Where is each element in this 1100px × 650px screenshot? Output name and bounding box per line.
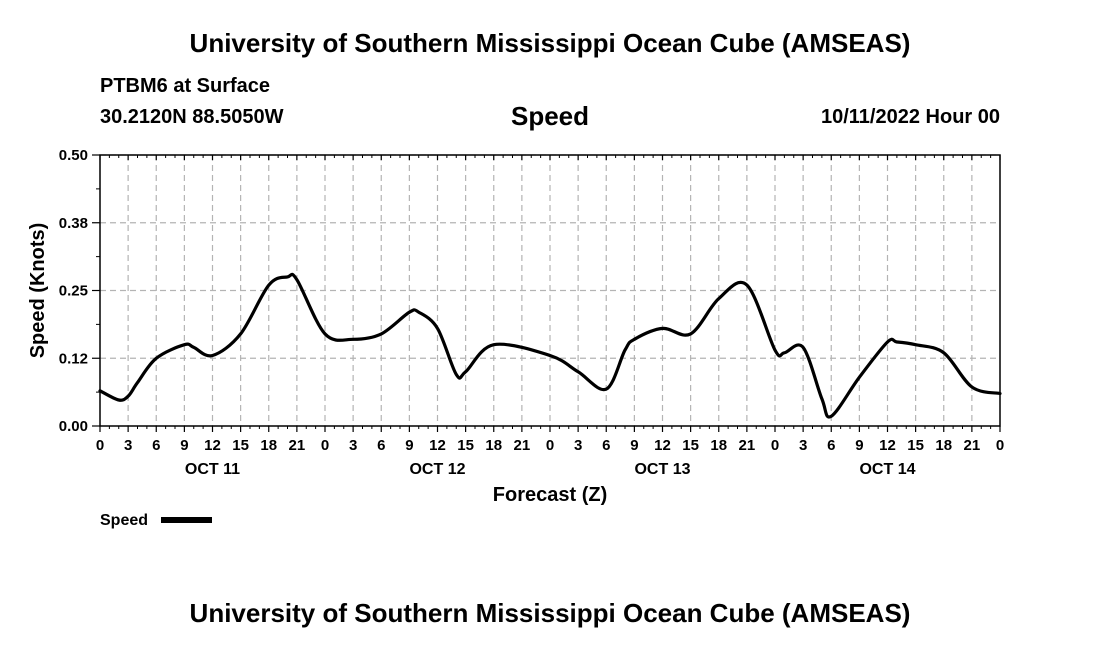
- legend: Speed: [100, 512, 212, 529]
- x-axis-label: Forecast (Z): [493, 484, 607, 506]
- x-tick-label: 15: [232, 437, 249, 454]
- x-tick-label: 9: [630, 437, 638, 454]
- y-tick-label: 0.00: [59, 418, 88, 435]
- x-tick-label: 12: [429, 437, 446, 454]
- x-tick-label: 18: [485, 437, 502, 454]
- x-tick-label: 12: [204, 437, 221, 454]
- x-tick-label: 6: [377, 437, 385, 454]
- legend-label: Speed: [100, 512, 148, 529]
- x-tick-label: 21: [964, 437, 981, 454]
- x-tick-label: 12: [654, 437, 671, 454]
- day-label: OCT 12: [409, 461, 465, 478]
- y-tick-label: 0.12: [59, 350, 88, 367]
- axis-ticks: 0 3 6 9 12 15 18 21 0 3 6 9 12 15 18 21 0 3 6 9 12 15 18 21 0 3 6 9…: [59, 147, 1004, 478]
- footer-title: University of Southern Mississippi Ocean…: [189, 598, 911, 628]
- main-title: University of Southern Mississippi Ocean…: [189, 28, 911, 58]
- x-tick-label: 9: [180, 437, 188, 454]
- x-tick-label: 18: [935, 437, 952, 454]
- x-tick-label: 15: [457, 437, 474, 454]
- x-tick-label: 6: [602, 437, 610, 454]
- x-tick-label: 6: [827, 437, 835, 454]
- y-tick-label: 0.38: [59, 215, 88, 232]
- x-tick-label: 12: [879, 437, 896, 454]
- x-tick-label: 0: [771, 437, 779, 454]
- grid: [100, 154, 1000, 426]
- x-tick-label: 0: [996, 437, 1004, 454]
- x-tick-label: 3: [799, 437, 807, 454]
- day-label: OCT 14: [859, 461, 915, 478]
- day-label: OCT 13: [634, 461, 690, 478]
- y-axis-label: Speed (Knots): [27, 223, 49, 359]
- x-tick-label: 0: [321, 437, 329, 454]
- station-label: PTBM6 at Surface: [100, 75, 271, 97]
- x-tick-label: 15: [907, 437, 924, 454]
- x-tick-label: 18: [260, 437, 277, 454]
- x-tick-label: 0: [96, 437, 104, 454]
- y-tick-label: 0.25: [59, 283, 88, 300]
- speed-series-line: [98, 272, 1002, 419]
- y-tick-label: 0.50: [59, 147, 88, 164]
- x-tick-label: 18: [710, 437, 727, 454]
- x-tick-label: 6: [152, 437, 160, 454]
- x-tick-label: 0: [546, 437, 554, 454]
- chart-title: Speed: [511, 101, 589, 131]
- x-tick-label: 9: [405, 437, 413, 454]
- x-tick-label: 3: [124, 437, 132, 454]
- x-tick-label: 21: [514, 437, 531, 454]
- x-tick-label: 21: [289, 437, 306, 454]
- x-tick-label: 15: [682, 437, 699, 454]
- x-tick-label: 3: [574, 437, 582, 454]
- x-tick-label: 21: [739, 437, 756, 454]
- station-coords: 30.2120N 88.5050W: [100, 106, 284, 128]
- x-tick-label: 9: [855, 437, 863, 454]
- forecast-timestamp: 10/11/2022 Hour 00: [820, 106, 1000, 128]
- day-label: OCT 11: [185, 461, 240, 478]
- x-tick-label: 3: [349, 437, 357, 454]
